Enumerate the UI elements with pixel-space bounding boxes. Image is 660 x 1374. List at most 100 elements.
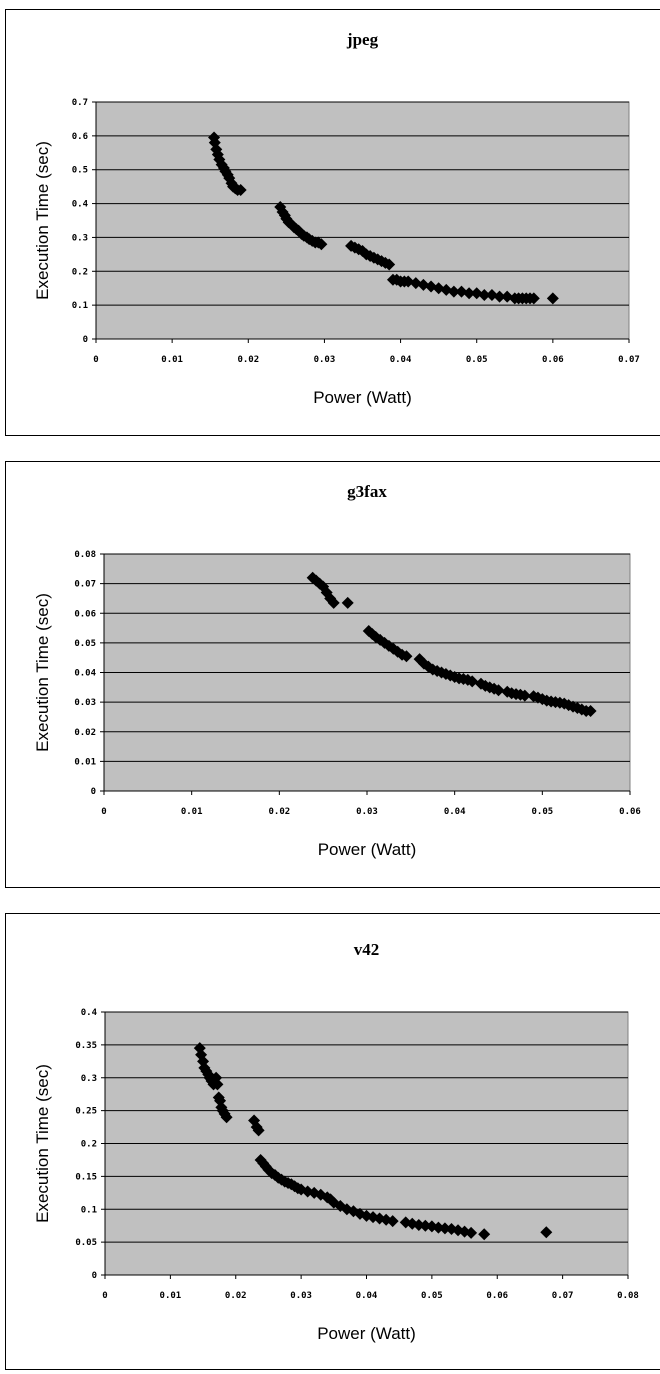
y-tick-label: 0.01	[74, 757, 96, 767]
y-tick-label: 0.02	[74, 728, 96, 738]
data-point	[295, 1183, 308, 1196]
y-tick-label: 0.5	[72, 166, 88, 176]
data-point	[540, 1226, 553, 1239]
data-point	[315, 238, 328, 251]
data-point	[383, 258, 396, 271]
data-point	[353, 1207, 366, 1220]
data-point	[422, 660, 435, 673]
x-tick-label: 0.03	[290, 1291, 312, 1301]
data-point	[382, 639, 395, 652]
data-point	[248, 1114, 261, 1127]
data-point	[220, 1111, 233, 1124]
x-tick-label: 0.06	[619, 807, 641, 817]
data-point	[386, 1215, 399, 1228]
data-point	[463, 287, 476, 300]
data-point	[301, 1185, 314, 1198]
data-point	[252, 1124, 265, 1137]
x-tick-label: 0.05	[466, 355, 488, 365]
y-tick-label: 0.05	[74, 639, 96, 649]
plot-area	[95, 101, 630, 340]
y-tick-label: 0.2	[72, 267, 88, 277]
y-tick-label: 0.1	[72, 301, 88, 311]
data-point	[399, 1216, 412, 1229]
data-point	[262, 1163, 275, 1176]
y-tick-label: 0.7	[72, 98, 88, 108]
x-tick-label: 0.03	[356, 807, 378, 817]
x-tick-label: 0	[102, 1291, 107, 1301]
x-tick-label: 0.07	[618, 355, 640, 365]
x-axis-title: Power (Watt)	[318, 840, 417, 859]
data-point	[327, 1196, 340, 1209]
data-point	[369, 630, 382, 643]
y-tick-label: 0.07	[74, 580, 96, 590]
data-point	[211, 1078, 224, 1091]
data-point	[380, 1213, 393, 1226]
x-tick-label: 0.04	[356, 1291, 378, 1301]
y-tick-label: 0.08	[74, 550, 96, 560]
data-point	[478, 1228, 491, 1241]
x-tick-label: 0.01	[160, 1291, 182, 1301]
x-tick-label: 0	[93, 355, 98, 365]
data-point	[413, 653, 426, 666]
chart-jpeg: jpeg 0 0.1 0.2 0.3 0.4 0.5 0.6 0.7 0 0.01 0.02 0.03 0…	[33, 30, 640, 407]
y-tick-label: 0.2	[81, 1140, 97, 1150]
x-tick-label: 0.02	[268, 807, 290, 817]
chart-panel-g3fax: g3fax 0 0.01 0.02 0.03 0.04 0.05 0.06 0.07 0.08 0 0…	[5, 461, 660, 888]
data-point	[584, 705, 597, 718]
data-point	[447, 285, 460, 298]
x-tick-label: 0.01	[161, 355, 183, 365]
x-tick-label: 0.08	[617, 1291, 639, 1301]
chart-title: v42	[354, 940, 380, 959]
y-axis-title: Execution Time (sec)	[33, 141, 52, 300]
data-point	[234, 184, 247, 197]
data-point	[341, 596, 354, 609]
data-point	[432, 1221, 445, 1234]
data-point	[518, 689, 531, 702]
x-tick-label: 0	[101, 807, 106, 817]
data-point	[347, 1205, 360, 1218]
data-point	[362, 625, 375, 638]
chart-panel-v42: v42 0 0.05 0.1 0.15 0.2 0.25 0.3 0.35 0.4 0 0.01 0.0…	[5, 913, 660, 1370]
data-point	[320, 586, 333, 599]
data-point	[334, 1199, 347, 1212]
x-tick-label: 0.04	[390, 355, 412, 365]
x-tick-label: 0.04	[444, 807, 466, 817]
x-tick-label: 0.07	[552, 1291, 574, 1301]
chart-title: jpeg	[346, 30, 379, 49]
x-tick-label: 0.01	[181, 807, 203, 817]
data-point	[317, 580, 330, 593]
chart-panel-jpeg: jpeg 0 0.1 0.2 0.3 0.4 0.5 0.6 0.7 0 0.01 0.02 0.03 0…	[5, 9, 660, 436]
y-tick-label: 0.1	[81, 1205, 97, 1215]
chart-title: g3fax	[347, 482, 387, 501]
data-point	[391, 645, 404, 658]
x-tick-label: 0.05	[531, 807, 553, 817]
y-tick-label: 0	[83, 335, 88, 345]
data-point	[327, 596, 340, 609]
data-point	[400, 650, 413, 663]
y-tick-label: 0.05	[75, 1238, 97, 1248]
data-point	[412, 1219, 425, 1232]
x-axis-title: Power (Watt)	[317, 1324, 416, 1343]
y-tick-label: 0.06	[74, 609, 96, 619]
data-point	[527, 292, 540, 305]
y-tick-label: 0.15	[75, 1172, 97, 1182]
x-tick-label: 0.06	[542, 355, 564, 365]
data-point	[493, 290, 506, 303]
data-point	[478, 288, 491, 301]
y-tick-label: 0.3	[81, 1074, 97, 1084]
y-tick-label: 0	[91, 787, 96, 797]
data-point	[465, 1226, 478, 1239]
x-tick-label: 0.06	[486, 1291, 508, 1301]
data-point	[492, 684, 505, 697]
chart-v42: v42 0 0.05 0.1 0.15 0.2 0.25 0.3 0.35 0.4 0 0.01 0.0…	[33, 940, 639, 1343]
data-point	[546, 292, 559, 305]
data-point	[195, 1048, 208, 1061]
y-tick-label: 0.4	[81, 1008, 98, 1018]
y-axis-title: Execution Time (sec)	[33, 593, 52, 752]
y-tick-label: 0.35	[75, 1041, 97, 1051]
y-tick-label: 0.3	[72, 233, 88, 243]
x-tick-label: 0.02	[237, 355, 259, 365]
x-tick-label: 0.02	[225, 1291, 247, 1301]
chart-g3fax: g3fax 0 0.01 0.02 0.03 0.04 0.05 0.06 0.07 0.08 0 0…	[33, 482, 641, 859]
y-tick-label: 0.25	[75, 1107, 97, 1117]
